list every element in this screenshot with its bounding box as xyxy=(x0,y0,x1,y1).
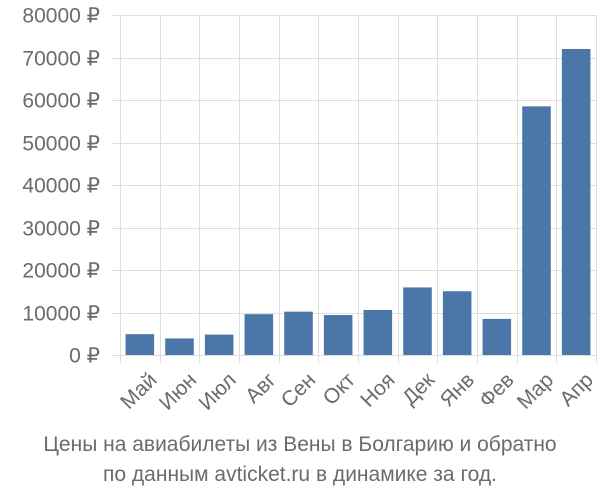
x-tick-label: Июн xyxy=(155,368,201,414)
chart-caption-line-2: по данным avticket.ru в динамике за год. xyxy=(103,463,497,486)
bar xyxy=(522,106,551,355)
bar xyxy=(363,309,393,355)
y-tick-label: 70000 ₽ xyxy=(22,48,100,71)
x-tick-label: Апр xyxy=(555,368,597,410)
y-tick-label: 40000 ₽ xyxy=(22,175,100,198)
x-tick-label: Дек xyxy=(398,368,440,410)
x-tick-label: Окт xyxy=(319,368,361,410)
y-axis: 0 ₽ 10000 ₽ 20000 ₽ 30000 ₽ 40000 ₽ 50000 ₽ 60… xyxy=(22,5,100,368)
bars xyxy=(125,49,591,355)
x-tick-label: Фев xyxy=(475,368,519,412)
y-tick-label: 80000 ₽ xyxy=(22,5,100,28)
grid xyxy=(112,15,597,363)
y-tick-label: 20000 ₽ xyxy=(22,260,100,283)
bar xyxy=(403,287,432,355)
x-tick-label: Мар xyxy=(513,368,558,413)
x-tick-label: Янв xyxy=(436,368,479,411)
x-tick-label: Авг xyxy=(241,368,281,408)
x-tick-label: Сен xyxy=(277,368,320,411)
bar xyxy=(244,314,274,355)
bar xyxy=(442,291,472,355)
x-tick-label: Июл xyxy=(194,368,240,414)
bar xyxy=(561,49,591,355)
bar xyxy=(482,318,512,355)
y-tick-label: 10000 ₽ xyxy=(22,303,100,326)
bar xyxy=(165,338,194,355)
chart-caption-line-1: Цены на авиабилеты из Вены в Болгарию и … xyxy=(43,433,557,456)
x-tick-label: Ноя xyxy=(356,368,399,411)
bar xyxy=(323,315,353,355)
x-tick-label: Май xyxy=(116,368,161,413)
y-tick-label: 60000 ₽ xyxy=(22,90,100,113)
y-tick-label: 30000 ₽ xyxy=(22,218,100,241)
bar xyxy=(125,334,155,355)
y-tick-label: 50000 ₽ xyxy=(22,133,100,156)
bar-chart: 0 ₽ 10000 ₽ 20000 ₽ 30000 ₽ 40000 ₽ 50000 ₽ 60… xyxy=(22,5,598,415)
bar xyxy=(204,334,234,355)
bar xyxy=(284,311,313,355)
y-tick-label: 0 ₽ xyxy=(69,345,100,368)
